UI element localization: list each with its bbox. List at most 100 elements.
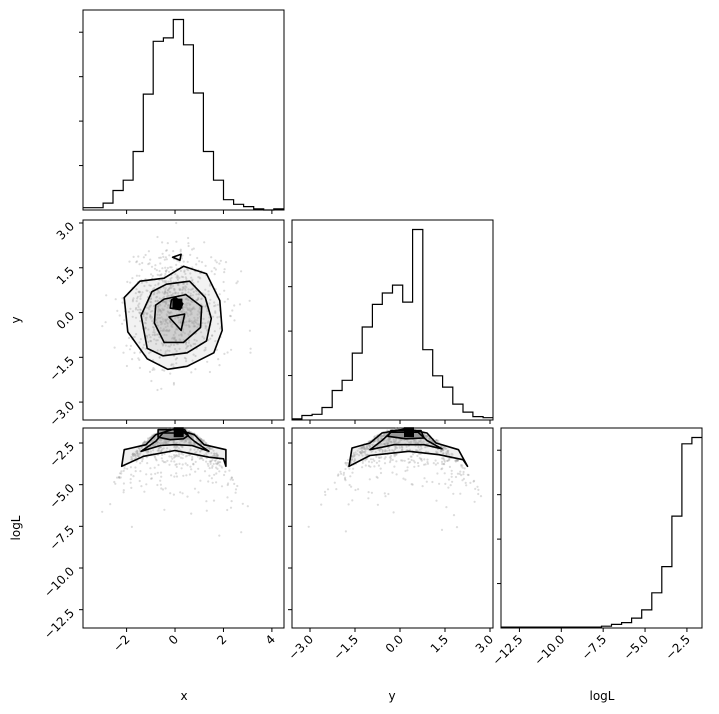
sample-point bbox=[381, 435, 384, 438]
sample-point bbox=[158, 256, 161, 259]
sample-point bbox=[372, 458, 375, 461]
sample-point bbox=[454, 460, 457, 463]
sample-point bbox=[364, 448, 367, 451]
sample-point bbox=[228, 469, 231, 472]
sample-point bbox=[150, 265, 154, 268]
sample-point bbox=[183, 270, 186, 273]
sample-point bbox=[188, 442, 191, 445]
sample-point bbox=[165, 249, 168, 252]
sample-point bbox=[194, 320, 197, 323]
sample-point bbox=[377, 464, 380, 467]
sample-point bbox=[188, 325, 191, 328]
sample-point bbox=[368, 478, 371, 481]
sample-point bbox=[137, 452, 140, 455]
sample-point bbox=[156, 442, 159, 445]
sample-point bbox=[148, 284, 151, 287]
sample-point bbox=[370, 443, 373, 446]
sample-point bbox=[361, 446, 364, 449]
sample-point bbox=[190, 435, 194, 438]
sample-point bbox=[401, 435, 404, 438]
sample-point bbox=[136, 454, 139, 457]
sample-point bbox=[174, 447, 177, 450]
sample-point bbox=[185, 341, 188, 344]
sample-point bbox=[215, 481, 218, 484]
sample-point bbox=[425, 450, 428, 453]
sample-point bbox=[131, 277, 134, 280]
sample-point bbox=[151, 333, 154, 336]
sample-point bbox=[134, 316, 138, 319]
sample-point bbox=[170, 323, 173, 327]
sample-point bbox=[138, 308, 142, 311]
x-tick-label: 0 bbox=[166, 632, 181, 647]
sample-point bbox=[182, 306, 185, 309]
sample-point bbox=[333, 481, 336, 484]
sample-point bbox=[402, 477, 405, 480]
sample-point bbox=[154, 299, 157, 303]
x-tick-label: 2 bbox=[214, 632, 229, 647]
sample-point bbox=[454, 475, 458, 479]
sample-point bbox=[167, 435, 170, 438]
sample-point bbox=[218, 293, 221, 296]
sample-point bbox=[164, 326, 167, 329]
sample-point bbox=[246, 505, 249, 508]
sample-point bbox=[170, 311, 173, 314]
sample-point bbox=[171, 285, 175, 288]
sample-point bbox=[186, 345, 189, 348]
sample-point bbox=[156, 316, 160, 320]
sample-point bbox=[442, 457, 445, 460]
sample-point bbox=[161, 441, 164, 444]
sample-point bbox=[385, 441, 388, 444]
sample-point bbox=[460, 465, 463, 468]
sample-point bbox=[138, 263, 141, 266]
sample-point bbox=[137, 357, 140, 360]
sample-point bbox=[128, 336, 131, 340]
sample-point bbox=[394, 453, 397, 456]
sample-point bbox=[387, 438, 390, 441]
sample-point bbox=[203, 470, 207, 473]
sample-point bbox=[149, 317, 153, 320]
sample-point bbox=[145, 334, 148, 337]
sample-point bbox=[207, 480, 210, 483]
sample-point bbox=[132, 454, 135, 457]
sample-point bbox=[163, 440, 166, 443]
sample-point bbox=[155, 296, 158, 299]
sample-point bbox=[388, 461, 392, 464]
sample-point bbox=[207, 451, 210, 454]
sample-point bbox=[150, 379, 153, 383]
sample-point bbox=[101, 510, 104, 513]
sample-point bbox=[171, 269, 174, 272]
sample-point bbox=[147, 451, 150, 454]
sample-point bbox=[361, 447, 364, 450]
sample-point bbox=[131, 453, 134, 456]
sample-point bbox=[166, 294, 169, 297]
sample-point bbox=[171, 435, 174, 438]
sample-point bbox=[431, 480, 434, 484]
sample-point bbox=[358, 447, 361, 450]
sample-point bbox=[191, 279, 194, 282]
sample-point bbox=[207, 290, 210, 293]
sample-point bbox=[369, 465, 372, 468]
sample-point bbox=[155, 318, 158, 321]
sample-point bbox=[208, 460, 211, 463]
sample-point bbox=[371, 443, 374, 446]
sample-point bbox=[450, 475, 453, 478]
sample-point bbox=[210, 477, 213, 480]
sample-point bbox=[135, 306, 138, 310]
sample-point bbox=[135, 452, 139, 455]
sample-point bbox=[173, 460, 176, 463]
sample-point bbox=[363, 447, 366, 450]
sample-point bbox=[170, 286, 173, 289]
sample-point bbox=[161, 309, 164, 312]
sample-point bbox=[216, 454, 219, 457]
sample-point bbox=[369, 445, 372, 448]
sample-point bbox=[213, 273, 216, 276]
sample-point bbox=[474, 487, 477, 490]
sample-point bbox=[180, 257, 183, 260]
sample-point bbox=[144, 326, 147, 329]
sample-point bbox=[406, 469, 409, 472]
sample-point bbox=[194, 342, 197, 346]
sample-point bbox=[201, 439, 204, 442]
sample-point bbox=[376, 439, 379, 442]
sample-point bbox=[184, 285, 187, 288]
